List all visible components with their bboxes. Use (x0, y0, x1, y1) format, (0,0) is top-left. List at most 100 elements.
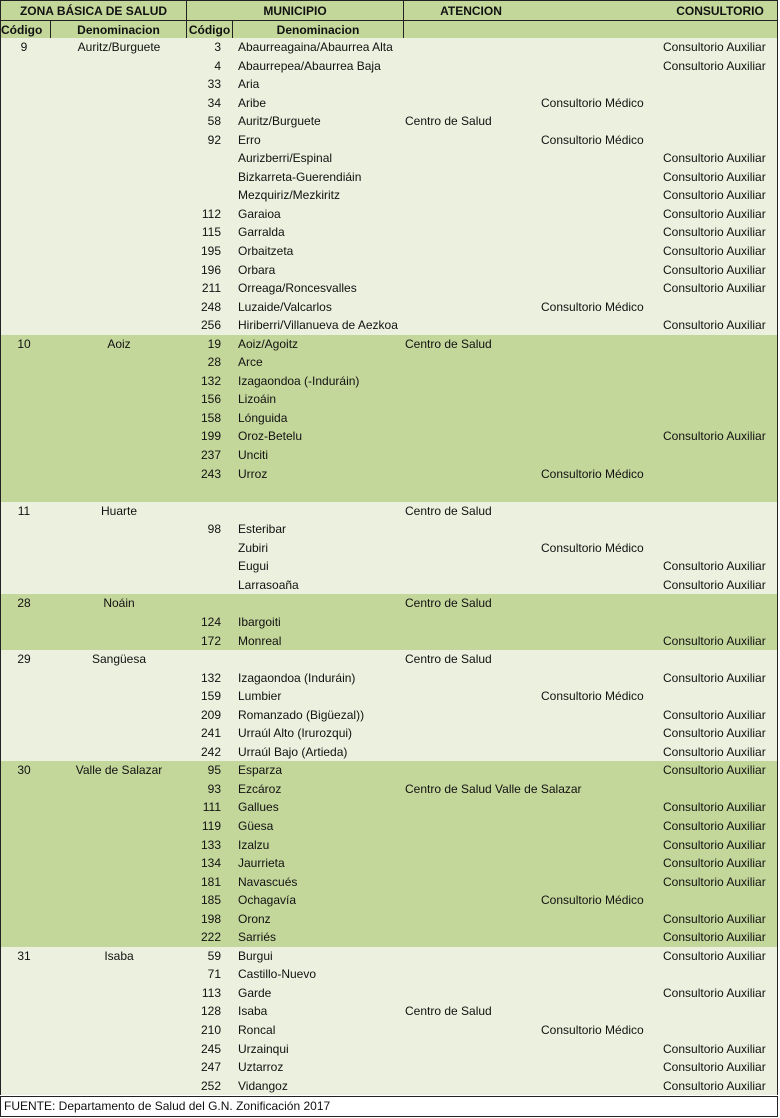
table-row: 4 Abaurrepea/Abaurrea Baja Consultorio Aux… (1, 56, 777, 76)
table-row: 92 Erro Consultorio Médico (1, 130, 777, 150)
municipio-nombre: Navascués (238, 874, 298, 889)
consultorio-auxiliar-cell: Consultorio Auxiliar (663, 206, 766, 221)
municipio-nombre: Erro (238, 132, 261, 147)
consultorio-medico-cell: Consultorio Médico (541, 893, 644, 908)
zona-nombre: Auritz/Burguete (77, 40, 161, 54)
table-row: 185 Ochagavía Consultorio Médico (1, 891, 777, 910)
municipio-nombre: Vidangoz (238, 1078, 288, 1093)
municipio-nombre: Monreal (238, 633, 282, 648)
municipio-codigo: 93 (207, 781, 221, 796)
consultorio-auxiliar-cell: Consultorio Auxiliar (663, 559, 766, 574)
municipio-nombre: Esparza (238, 763, 283, 778)
table-row: 198 Oronz Consultorio Auxiliar (1, 909, 777, 929)
consultorio-medico-cell: Consultorio Médico (541, 132, 644, 147)
municipio-codigo: 210 (200, 1022, 221, 1037)
table-row: 10 Aoiz 19 Aoiz/Agoitz Centro de Salud (1, 334, 777, 354)
header-zona-codigo: Código (1, 21, 51, 38)
municipio-codigo: 242 (200, 744, 221, 759)
table-row: 34 Aribe Consultorio Médico (1, 93, 777, 113)
table-row: 98 Esteribar (1, 520, 777, 539)
municipio-nombre: Romanzado (Bigüezal)) (238, 707, 365, 722)
table-row: 30 Valle de Salazar 95 Esparza Consultorio A… (1, 761, 777, 780)
table-row: 172 Monreal Consultorio Auxiliar (1, 631, 777, 651)
consultorio-auxiliar-cell: Consultorio Auxiliar (663, 40, 766, 54)
table-row: Zubiri Consultorio Médico (1, 538, 777, 558)
zona-nombre: Isaba (104, 948, 134, 963)
table-row: 243 Urroz Consultorio Médico (1, 464, 777, 484)
consultorio-auxiliar-cell: Consultorio Auxiliar (663, 169, 766, 184)
table-row: 134 Jaurrieta Consultorio Auxiliar (1, 854, 777, 873)
table-row: 58 Auritz/Burguete Centro de Salud (1, 112, 777, 131)
table-row: Larrasoaña Consultorio Auxiliar (1, 575, 777, 595)
table-row: 241 Urraúl Alto (Irurozqui) Consultorio Au… (1, 724, 777, 743)
municipio-codigo: 132 (200, 373, 221, 388)
header-atencion: ATENCION (440, 3, 502, 18)
municipio-codigo: 241 (200, 726, 221, 741)
table-row (1, 483, 777, 502)
consultorio-auxiliar-cell: Consultorio Auxiliar (663, 985, 766, 1000)
table-row: 237 Unciti (1, 446, 777, 465)
atencion-cell: Centro de Salud (405, 652, 492, 667)
municipio-codigo: 134 (200, 856, 221, 871)
atencion-cell: Centro de Salud (405, 336, 492, 351)
source-footer: FUENTE: Departamento de Salud del G.N. Z… (0, 1096, 778, 1117)
table-row: 115 Garralda Consultorio Auxiliar (1, 223, 777, 243)
table-row: 124 Ibargoiti (1, 612, 777, 632)
municipio-codigo: 156 (200, 392, 221, 407)
municipio-nombre: Aribe (238, 95, 267, 110)
table-row: 31 Isaba 59 Burgui Consultorio Auxiliar (1, 946, 777, 966)
municipio-codigo: 158 (200, 410, 221, 425)
consultorio-auxiliar-cell: Consultorio Auxiliar (663, 911, 766, 926)
table-row: Bizkarreta-Guerendiáin Consultorio Auxili… (1, 167, 777, 187)
table-row: 245 Urzainqui Consultorio Auxiliar (1, 1039, 777, 1059)
municipio-codigo: 243 (200, 466, 221, 481)
table-row: 9 Auritz/Burguete 3 Abaurreagaina/Abaurrea … (1, 38, 777, 57)
table-row: Eugui Consultorio Auxiliar (1, 557, 777, 576)
table-row: 111 Gallues Consultorio Auxiliar (1, 798, 777, 817)
municipio-codigo: 119 (201, 818, 221, 833)
consultorio-auxiliar-cell: Consultorio Auxiliar (663, 818, 766, 833)
municipio-codigo: 195 (200, 244, 221, 259)
municipio-codigo: 71 (207, 967, 221, 982)
zona-nombre: Sangüesa (91, 652, 147, 667)
zona-nombre: Noáin (103, 596, 135, 611)
consultorio-auxiliar-cell: Consultorio Auxiliar (663, 318, 766, 333)
consultorio-auxiliar-cell: Consultorio Auxiliar (663, 188, 766, 203)
consultorio-auxiliar-cell: Consultorio Auxiliar (663, 633, 766, 648)
municipio-codigo: 209 (200, 707, 221, 722)
header-municipio: MUNICIPIO (187, 1, 404, 20)
table-row: 28 Noáin Centro de Salud (1, 594, 777, 613)
municipio-codigo: 172 (200, 633, 221, 648)
header-municipio-denominacion: Denominacion (233, 21, 404, 38)
municipio-codigo: 59 (207, 948, 221, 963)
table-row: 156 Lizoáin (1, 390, 777, 409)
atencion-cell: Centro de Salud Valle de Salazar (405, 781, 582, 796)
municipio-nombre: Oroz-Betelu (238, 429, 303, 444)
consultorio-auxiliar-cell: Consultorio Auxiliar (663, 707, 766, 722)
table-row: 128 Isaba Centro de Salud (1, 1002, 777, 1021)
municipio-nombre: Garralda (238, 225, 285, 240)
municipio-codigo: 181 (200, 874, 221, 889)
header-row-sub: Código Denominacion Código Denominacion (0, 20, 778, 39)
municipio-nombre: Larrasoaña (238, 577, 299, 592)
municipio-nombre: Bizkarreta-Guerendiáin (238, 169, 362, 184)
table-row: 158 Lónguida (1, 408, 777, 428)
municipio-nombre: Aurizberri/Espinal (238, 151, 333, 166)
table-row: 159 Lumbier Consultorio Médico (1, 687, 777, 706)
table-row: 133 Izalzu Consultorio Auxiliar (1, 835, 777, 855)
zona-codigo: 9 (20, 40, 28, 54)
consultorio-auxiliar-cell: Consultorio Auxiliar (663, 577, 766, 592)
consultorio-auxiliar-cell: Consultorio Auxiliar (663, 744, 766, 759)
consultorio-auxiliar-cell: Consultorio Auxiliar (663, 58, 766, 73)
table-row: 71 Castillo-Nuevo (1, 965, 777, 984)
municipio-nombre: Abaurreagaina/Abaurrea Alta (238, 40, 393, 54)
municipio-nombre: Aoiz/Agoitz (238, 336, 299, 351)
municipio-nombre: Esteribar (238, 522, 287, 537)
municipio-nombre: Jaurrieta (238, 856, 285, 871)
municipio-codigo: 252 (200, 1078, 221, 1093)
municipio-codigo: 111 (202, 800, 221, 815)
municipio-nombre: Izagaondoa (Induráin) (238, 670, 356, 685)
consultorio-medico-cell: Consultorio Médico (541, 299, 644, 314)
municipio-nombre: Burgui (238, 948, 273, 963)
municipio-nombre: Arce (238, 355, 263, 370)
